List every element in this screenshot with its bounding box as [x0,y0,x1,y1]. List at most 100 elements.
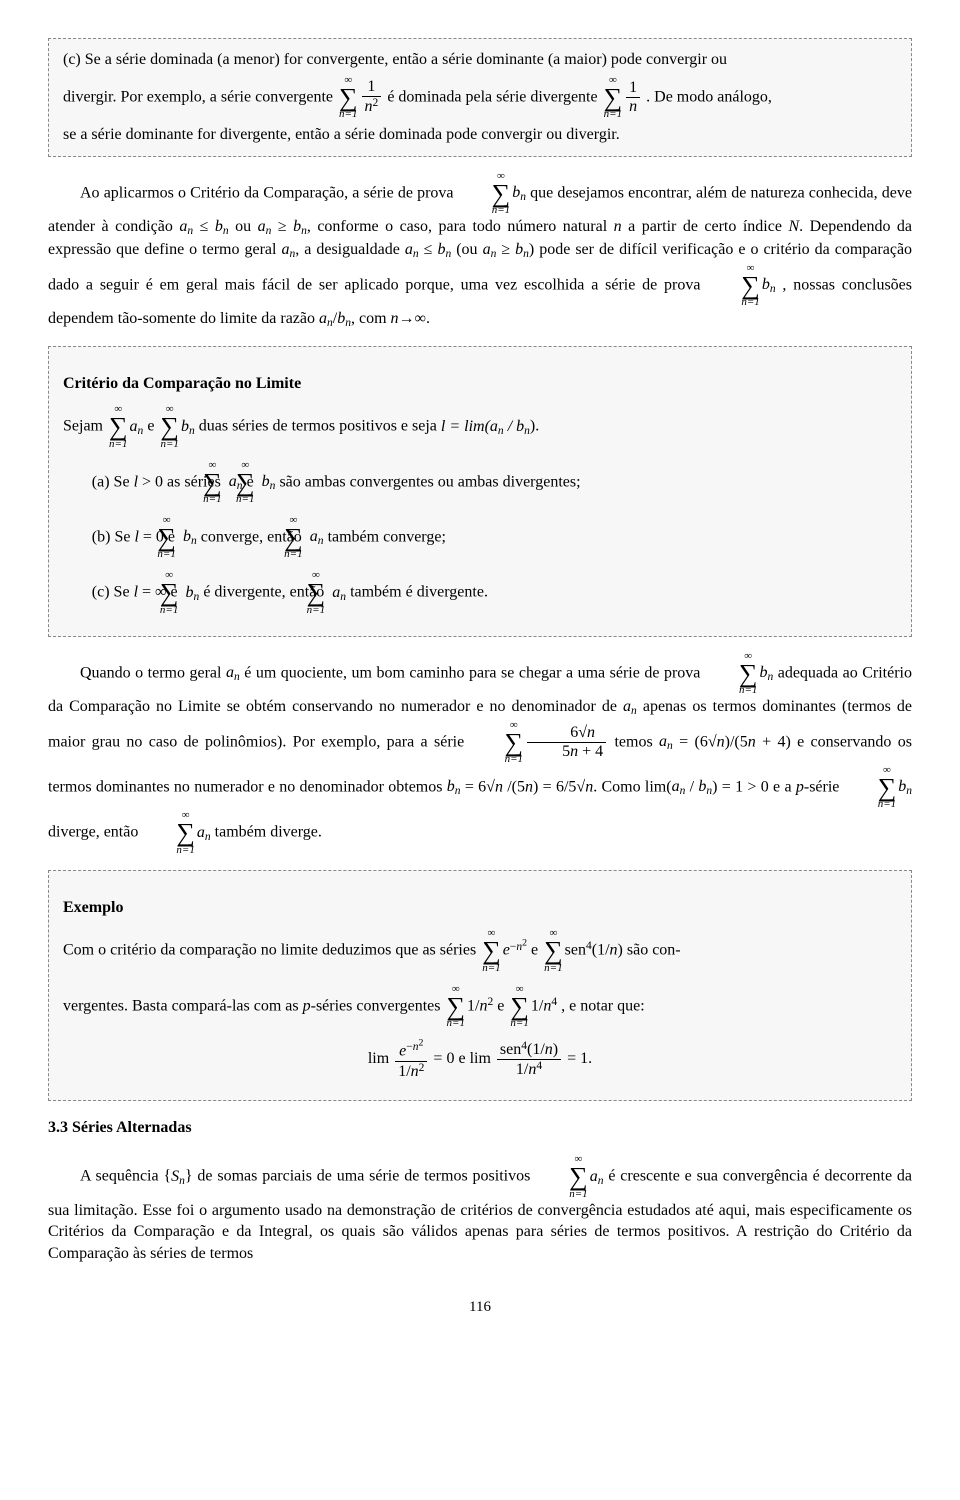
p: p [796,778,804,795]
text: é dominada pela série divergente [387,88,601,105]
an2: a [258,218,266,235]
box-criterion-limit: Critério da Comparação no Limite Sejam ∞… [48,346,912,637]
t: ) = 6/5√ [533,778,585,795]
frac-6rootn-5n4: 6√n5n + 4 [527,725,606,760]
t: = (6√ [673,733,717,750]
criterion-item-c: (c) Se l = ∞ e ∞∑n=1bn é divergente, ent… [92,570,897,615]
t: ) = 1 > 0 e a [712,778,796,795]
t: a partir de certo índice [622,218,789,235]
page-number: 116 [48,1297,912,1317]
t: vergentes. Basta compará-las com as [63,997,303,1014]
frac-e-n2-over: e−n21/n2 [395,1039,427,1080]
text: (c) Se a série dominada (a menor) for co… [63,51,727,68]
e: e [147,418,158,435]
section-3-3-heading: 3.3 Séries Alternadas [48,1117,912,1139]
t: , a desigualdade [295,241,405,258]
t: /(5 [503,778,525,795]
ldef2: / b [504,418,524,435]
t: = 6√ [461,778,495,795]
sigma-e-n2: ∞∑n=1 [482,928,501,973]
eq1: = 1. [567,1050,592,1067]
example-limits: lim e−n21/n2 = 0 e lim sen4(1/n)1/n4 = 1… [63,1039,897,1080]
lim: lim [470,1050,491,1067]
t: , conforme o caso, para todo número natu… [307,218,614,235]
p: p [303,997,311,1014]
e: e [531,942,542,959]
sigma-bn-2: ∞∑n=1 [709,263,760,308]
t: (ou [451,241,482,258]
ge: ≥ [496,241,515,258]
an: a [672,778,680,795]
bn2: b [293,218,301,235]
sigma-1-over-n: ∞∑n=1 [604,75,623,120]
box-example: Exemplo Com o critério da comparação no … [48,870,912,1101]
frac-sen4-over: sen4(1/n)1/n4 [497,1041,561,1078]
N: N [788,218,799,235]
t: →∞. [399,310,430,327]
paragraph-section-3-3: A sequência {Sn} de somas parciais de um… [48,1154,912,1264]
box-remark-c: (c) Se a série dominada (a menor) for co… [48,38,912,157]
t: -séries convergentes [311,997,445,1014]
t: também converge; [328,528,446,545]
t: , e notar que: [561,997,645,1014]
t: (a) Se [92,473,134,490]
sigma-bn-1: ∞∑n=1 [460,171,511,216]
le: ≤ [419,241,438,258]
paragraph-criterion-intro: Ao aplicarmos o Critério da Comparação, … [48,171,912,332]
remark-c-line3: se a série dominante for divergente, ent… [63,124,897,146]
sigma-bn-p2: ∞∑n=1 [707,651,758,696]
text: divergir. Por exemplo, a série convergen… [63,88,337,105]
le: ≤ [193,218,215,235]
t: } de somas parciais de uma série de term… [185,1168,535,1185]
t: são ambas convergentes ou ambas divergen… [279,473,580,490]
slash: / [685,778,698,795]
lim: lim [368,1050,389,1067]
criterion-premise: Sejam ∞∑n=1an e ∞∑n=1bn duas séries de t… [63,404,897,449]
text: se a série dominante for divergente, ent… [63,126,620,143]
t: Quando o termo geral [80,664,226,681]
criterion-title: Critério da Comparação no Limite [63,373,897,395]
t: )/(5 [725,733,748,750]
t: diverge, então [48,824,142,841]
n: n [495,778,503,795]
t: são con- [627,942,681,959]
ldef: l = lim(a [441,418,498,435]
ge: ≥ [271,218,293,235]
n: n [614,218,622,235]
remark-c-line2: divergir. Por exemplo, a série convergen… [63,75,897,120]
sigma-6rootn: ∞∑n=1 [473,720,524,765]
text: . De modo análogo, [646,88,772,105]
n: n [525,778,533,795]
example-line1: Com o critério da comparação no limite d… [63,928,897,973]
t: é um quociente, um bom caminho para se c… [240,664,705,681]
sigma-an: ∞∑n=1 [109,404,128,449]
t: duas séries de termos positivos e seja [199,418,441,435]
bn: b [515,241,523,258]
ldef3: ). [530,418,539,435]
t: temos [614,733,659,750]
frac-1-n2: 1n2 [362,79,382,115]
sigma-bn-div: ∞∑n=1 [846,765,897,810]
t: também diverge. [215,824,322,841]
criterion-item-a: (a) Se l > 0 as séries ∞∑n=1an e ∞∑n=1bn… [92,460,897,505]
t: . Como lim( [593,778,671,795]
an: a [659,733,667,750]
an: a [623,698,631,715]
sigma-an-pos: ∞∑n=1 [537,1154,588,1199]
t: A sequência { [80,1168,171,1185]
sigma-1-over-n2: ∞∑n=1 [339,75,358,120]
sigma-sen4: ∞∑n=1 [544,928,563,973]
remark-c-line1: (c) Se a série dominada (a menor) for co… [63,49,897,71]
sigma-1-n2b: ∞∑n=1 [447,984,466,1029]
an: a [226,664,234,681]
sigma-an-div: ∞∑n=1 [144,810,195,855]
bn: b [447,778,455,795]
bn: b [215,218,223,235]
sigma-1-n4: ∞∑n=1 [510,984,529,1029]
example-line2: vergentes. Basta compará-las com as p-sé… [63,984,897,1029]
e: e [497,997,508,1014]
t: também é divergente. [350,584,488,601]
Sn: S [171,1168,179,1185]
t: -série [804,778,844,795]
eq0: = 0 [433,1050,454,1067]
